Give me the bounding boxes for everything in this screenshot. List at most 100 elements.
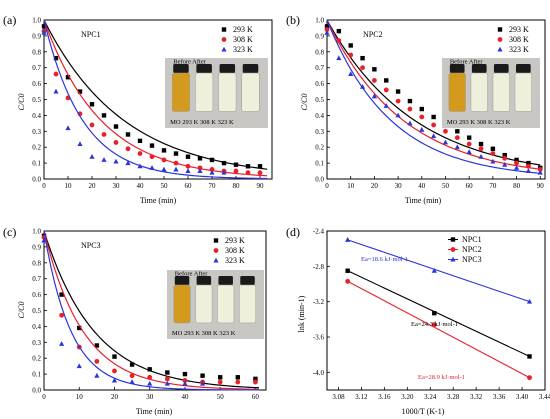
data-point	[371, 93, 377, 99]
fit-curve	[43, 230, 259, 390]
data-point	[185, 168, 191, 174]
data-point	[77, 325, 82, 331]
x-tick-label: 3.44	[539, 393, 550, 401]
photo-labels: MO 293 K 308 K 323 K	[447, 119, 511, 126]
y-tick-label: -3.6	[313, 334, 325, 342]
legend-label: 308 K	[509, 35, 529, 44]
data-point	[197, 156, 203, 161]
legend-label: 293 K	[509, 25, 529, 34]
series-308-k	[324, 19, 543, 172]
data-point	[76, 363, 82, 369]
data-point	[348, 71, 354, 77]
data-point	[245, 170, 251, 176]
x-tick-label: 0	[42, 393, 46, 401]
data-point	[257, 170, 263, 176]
data-point	[336, 38, 342, 44]
data-point	[221, 160, 227, 166]
data-point	[466, 141, 472, 147]
data-point	[182, 371, 188, 377]
data-point	[395, 89, 401, 94]
panel-a-title: NPC1	[81, 30, 101, 39]
panel-d-letter: (d)	[286, 225, 300, 239]
data-point	[466, 135, 472, 140]
data-point	[197, 165, 203, 171]
y-tick-label: 0.6	[32, 80, 41, 88]
x-tick-label: 3.12	[355, 393, 368, 401]
data-point	[147, 380, 153, 386]
data-point	[221, 169, 227, 175]
data-point	[53, 71, 59, 77]
data-point	[526, 160, 531, 166]
x-tick-label: 90	[257, 182, 265, 190]
data-point	[149, 154, 155, 160]
data-point	[395, 98, 401, 104]
data-point	[59, 341, 65, 346]
y-tick-label: 0.5	[32, 307, 41, 315]
legend-marker	[221, 27, 227, 32]
data-point	[253, 376, 258, 382]
data-point	[502, 161, 508, 167]
y-tick-label: 0.7	[315, 64, 324, 72]
data-point	[478, 146, 484, 152]
data-point	[336, 28, 342, 34]
data-point	[147, 374, 153, 380]
x-tick-label: 0	[325, 182, 329, 190]
data-point	[137, 138, 143, 144]
x-tick-label: 3.36	[493, 393, 506, 401]
data-point	[125, 132, 131, 137]
y-tick-label: -2.8	[313, 263, 325, 271]
data-point	[359, 83, 366, 89]
data-point	[161, 157, 167, 163]
activation-energy-label: Ea=28.9 kJ·mol-1	[418, 374, 465, 381]
photo-labels: MO 293 K 308 K 323 K	[170, 119, 234, 126]
data-point	[101, 113, 107, 118]
data-point	[431, 133, 437, 139]
data-point	[454, 144, 460, 150]
fit-curve	[43, 19, 268, 170]
y-tick-label: 0.4	[32, 323, 41, 331]
vial-treated-solution	[239, 284, 257, 324]
series-293-k	[41, 230, 259, 389]
vial-cap	[174, 276, 190, 285]
panel-a-xlabel: Time (min)	[140, 196, 177, 205]
data-point	[185, 163, 191, 169]
data-point	[209, 157, 215, 163]
series-323-k	[324, 19, 543, 175]
data-point	[129, 379, 135, 385]
y-tick-label: 0.2	[315, 144, 324, 152]
data-point	[431, 114, 436, 120]
data-point	[113, 124, 119, 129]
data-point	[348, 43, 353, 48]
panel-b-letter: (b)	[286, 13, 300, 27]
x-tick-label: 40	[418, 182, 426, 190]
data-point	[209, 169, 215, 175]
y-tick-label: -3.2	[313, 298, 325, 306]
y-tick-label: 0.2	[32, 355, 41, 363]
legend-marker	[221, 46, 227, 52]
legend-label: 323 K	[225, 256, 245, 265]
data-point	[419, 126, 425, 132]
data-point	[454, 135, 460, 141]
data-point	[431, 267, 437, 273]
data-point	[395, 112, 401, 118]
data-point	[197, 168, 203, 174]
data-point	[77, 89, 83, 94]
series-npc2	[345, 278, 532, 381]
series-293-k	[41, 19, 268, 170]
data-point	[360, 65, 365, 71]
data-point	[348, 52, 354, 58]
photo-inset: Before After MO 293 K 308 K 323 K	[442, 58, 540, 128]
chart-panel-3: 0 10 20 30 40 50 60 0.0 0.1 0.2 0.3 0.4 0.5 0.6 0.7 0.8…	[32, 228, 267, 401]
y-tick-label: 0.1	[32, 160, 41, 168]
data-point	[443, 128, 448, 134]
x-tick-label: 40	[137, 182, 145, 190]
y-tick-label: 0.5	[32, 96, 41, 104]
panel-d-xlabel: 1000/T (K-1)	[402, 407, 445, 416]
data-point	[419, 106, 424, 112]
data-point	[137, 163, 143, 169]
data-point	[419, 114, 425, 120]
x-tick-label: 60	[252, 393, 260, 401]
x-tick-label: 3.40	[516, 393, 529, 401]
